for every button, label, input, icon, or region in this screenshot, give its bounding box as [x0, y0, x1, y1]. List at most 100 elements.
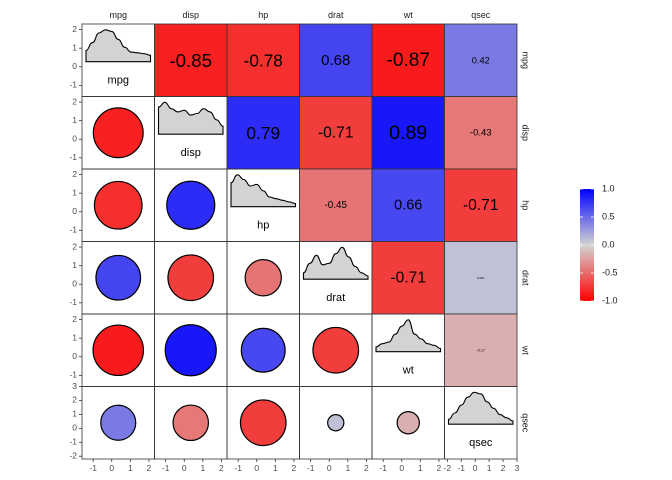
correlation-label: -0.71	[390, 269, 426, 286]
y-axis-tick-label: 0	[72, 279, 77, 289]
x-axis-tick-label: -2	[444, 463, 452, 473]
correlation-tile	[444, 314, 517, 387]
x-axis-tick-label: -1	[457, 463, 465, 473]
y-axis-tick-label: 2	[72, 96, 77, 106]
x-axis-tick-label: 2	[219, 463, 224, 473]
legend-tick-label: -1.0	[602, 295, 618, 305]
correlation-tile	[372, 24, 445, 97]
legend-tick-label: -0.5	[602, 267, 618, 277]
y-axis-tick-label: 1	[72, 42, 77, 52]
x-axis-tick-label: 0	[182, 463, 187, 473]
correlation-circle	[164, 324, 217, 377]
correlation-label: -0.71	[463, 197, 499, 214]
correlation-tile	[444, 24, 517, 97]
density-curve	[157, 101, 224, 135]
panel-border	[444, 386, 518, 460]
x-axis-tick-label: -1	[379, 463, 387, 473]
correlation-circle	[244, 259, 282, 297]
correlation-circle	[396, 411, 420, 435]
correlation-label: 0.66	[394, 197, 422, 213]
x-axis-tick-label: 2	[292, 463, 297, 473]
correlation-circle	[240, 327, 286, 373]
y-axis-tick-label: 2	[72, 24, 77, 34]
x-axis-tick-label: 0	[109, 463, 114, 473]
correlation-circle	[100, 404, 137, 441]
density-curve	[447, 391, 514, 425]
correlation-tile	[444, 96, 517, 169]
correlation-tile	[372, 169, 445, 242]
density-curve	[302, 246, 369, 280]
correlation-circle	[172, 404, 210, 442]
correlation-label: 0.79	[246, 123, 280, 143]
legend-tick-label: 0.5	[602, 211, 615, 221]
column-strip-label: wt	[403, 10, 413, 20]
legend-tick-label: 0.0	[602, 239, 615, 249]
y-axis-tick-label: 1	[72, 115, 77, 125]
correlation-label: -0.43	[470, 127, 492, 138]
row-strip-label: disp	[521, 124, 531, 141]
x-axis-tick-label: 2	[147, 463, 152, 473]
x-axis-tick-label: 3	[515, 463, 520, 473]
correlation-label: -0.71	[318, 124, 354, 141]
diagonal-variable-label: drat	[326, 292, 345, 304]
y-axis-tick-label: 0	[72, 61, 77, 71]
diagonal-variable-label: wt	[402, 364, 414, 376]
correlation-label: -0.45	[324, 200, 347, 211]
correlation-tile	[154, 24, 227, 97]
y-axis-tick-label: -1	[69, 80, 77, 90]
y-axis-tick-label: 1	[72, 187, 77, 197]
y-axis-tick-label: 0	[72, 134, 77, 144]
column-strip-label: qsec	[471, 10, 491, 20]
x-axis-tick-label: 1	[345, 463, 350, 473]
correlation-circle	[312, 326, 360, 374]
y-axis-tick-label: 0	[72, 351, 77, 361]
y-axis-tick-label: 3	[72, 381, 77, 391]
row-strip-label: hp	[521, 200, 531, 210]
diagonal-variable-label: qsec	[469, 437, 493, 449]
column-strip-label: hp	[258, 10, 268, 20]
correlation-circle	[95, 254, 142, 301]
x-axis-tick-label: 0	[473, 463, 478, 473]
x-axis-tick-label: 1	[128, 463, 133, 473]
x-axis-tick-label: 1	[418, 463, 423, 473]
x-axis-tick-label: -1	[307, 463, 315, 473]
x-axis-tick-label: 0	[399, 463, 404, 473]
row-strip-label: qsec	[521, 413, 531, 433]
correlation-circle	[327, 414, 345, 432]
y-axis-tick-label: 0	[72, 423, 77, 433]
correlation-label: 0.89	[389, 122, 427, 144]
correlation-label: -0.85	[169, 50, 212, 71]
x-axis-tick-label: -1	[162, 463, 170, 473]
column-strip-label: mpg	[109, 10, 127, 20]
correlation-tile	[299, 24, 372, 97]
correlation-tile	[299, 96, 372, 169]
x-axis-tick-label: -1	[234, 463, 242, 473]
diagonal-variable-label: hp	[257, 219, 269, 231]
x-axis-tick-label: 2	[364, 463, 369, 473]
correlation-tile	[227, 96, 300, 169]
y-axis-tick-label: 2	[72, 241, 77, 251]
x-axis-tick-label: 1	[487, 463, 492, 473]
x-axis-tick-label: 1	[200, 463, 205, 473]
correlation-label: 0.68	[321, 52, 350, 69]
correlation-label: -0.78	[244, 50, 283, 70]
correlation-tile	[444, 169, 517, 242]
x-axis-tick-label: 0	[254, 463, 259, 473]
x-axis-tick-label: 0	[327, 463, 332, 473]
correlation-label: -0.87	[386, 50, 430, 71]
x-axis-tick-label: 2	[437, 463, 442, 473]
legend-colorbar	[580, 189, 594, 301]
legend-tick-label: 1.0	[602, 183, 615, 193]
correlation-tile	[372, 96, 445, 169]
diagonal-variable-label: disp	[181, 147, 201, 159]
correlation-circle	[239, 399, 287, 447]
y-axis-tick-label: -1	[69, 152, 77, 162]
correlation-circle	[92, 324, 145, 377]
correlation-tile	[227, 24, 300, 97]
x-axis-tick-label: 1	[273, 463, 278, 473]
correlation-circle	[92, 107, 144, 159]
row-strip-label: wt	[521, 345, 531, 355]
correlation-circle	[166, 180, 216, 230]
